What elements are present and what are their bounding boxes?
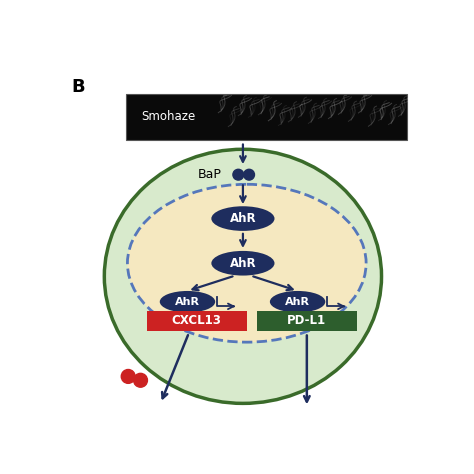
Text: BaP: BaP <box>198 168 221 181</box>
Ellipse shape <box>211 251 274 275</box>
Ellipse shape <box>211 206 274 231</box>
Text: B: B <box>71 78 85 96</box>
Ellipse shape <box>160 291 215 312</box>
Text: Smohaze: Smohaze <box>141 110 196 123</box>
Text: AhR: AhR <box>229 257 256 270</box>
Bar <box>126 94 407 140</box>
Bar <box>146 311 247 331</box>
Ellipse shape <box>104 149 382 403</box>
Ellipse shape <box>270 291 325 312</box>
Text: PD-L1: PD-L1 <box>287 314 327 328</box>
Circle shape <box>233 169 244 180</box>
Text: AhR: AhR <box>285 297 310 307</box>
Circle shape <box>244 169 255 180</box>
Text: CXCL13: CXCL13 <box>172 314 222 328</box>
Bar <box>257 311 357 331</box>
Ellipse shape <box>128 184 366 342</box>
Text: AhR: AhR <box>175 297 200 307</box>
Circle shape <box>121 370 135 383</box>
Circle shape <box>134 374 147 387</box>
Text: AhR: AhR <box>229 212 256 225</box>
